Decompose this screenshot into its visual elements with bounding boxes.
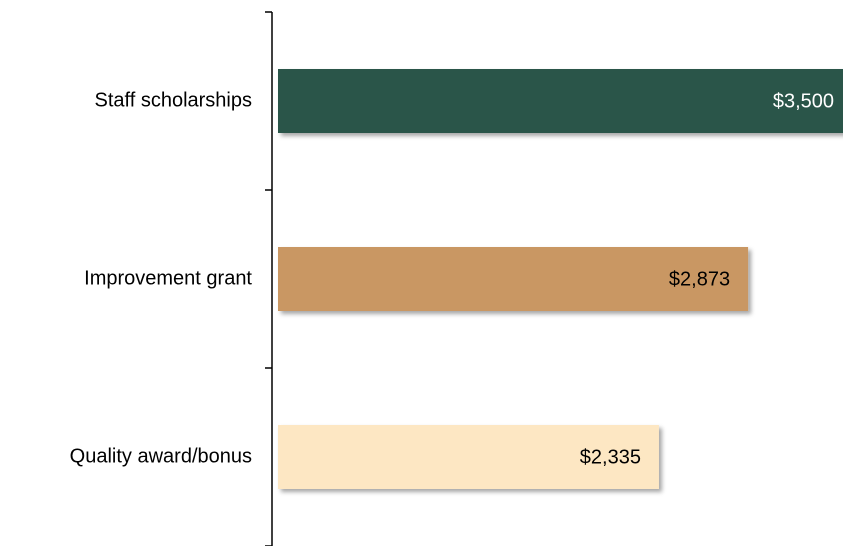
bar — [278, 425, 659, 489]
data-label: $3,500 — [773, 90, 834, 112]
category-label: Quality award/bonus — [70, 445, 252, 467]
bar — [278, 247, 749, 311]
category-label: Staff scholarships — [95, 89, 253, 111]
data-label: $2,335 — [580, 446, 641, 468]
data-label: $2,873 — [669, 268, 730, 290]
bar — [278, 69, 843, 133]
category-label: Improvement grant — [84, 267, 252, 289]
